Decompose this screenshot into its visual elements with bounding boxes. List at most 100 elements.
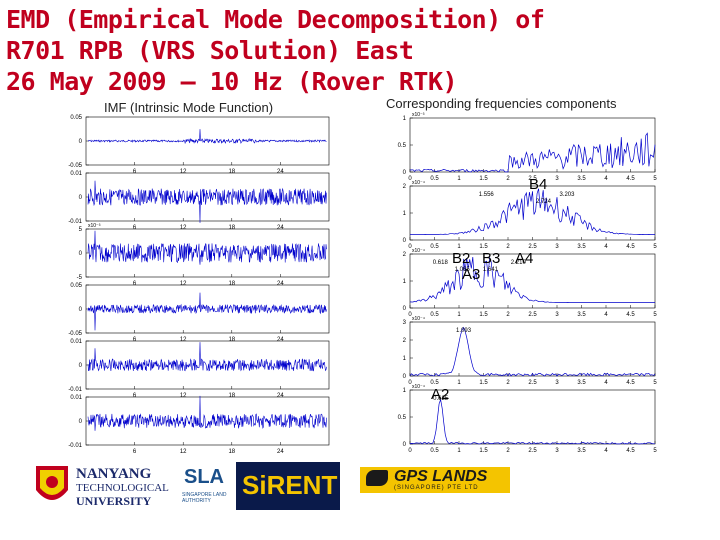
freq-peak-label: 2.724 <box>536 199 552 205</box>
imf-x-tick-label: 18 <box>228 449 235 455</box>
imf-y-tick-label: -0.01 <box>68 387 82 393</box>
imf-x-tick-label: 18 <box>228 281 235 287</box>
band-label-b3: B3 <box>482 250 501 267</box>
freq-x-tick-label: 0 <box>408 176 412 182</box>
imf-x-tick-label: 24 <box>277 281 284 287</box>
imf-y-tick-label: -0.05 <box>68 331 82 337</box>
imf-y-tick-label: 0 <box>79 139 83 145</box>
imf-signal-line <box>87 230 327 265</box>
freq-x-tick-label: 0.5 <box>430 380 439 386</box>
title-line-1: EMD (Empirical Mode Decomposition) of <box>6 5 545 34</box>
imf-x-tick-label: 6 <box>133 281 137 287</box>
freq-y-tick-label: 0 <box>403 238 407 244</box>
gps-lands-logo: GPS LANDS (SINGAPORE) PTE LTD <box>360 467 510 493</box>
ntu-line-3: UNIVERSITY <box>76 494 152 508</box>
imf-y-tick-label: 0 <box>79 419 83 425</box>
imf-x-tick-label: 6 <box>133 169 137 175</box>
band-label-a3: A3 <box>462 266 481 283</box>
freq-y-tick-label: 0.5 <box>398 143 407 149</box>
imf-y-tick-label: 0.01 <box>70 339 82 345</box>
freq-panel-frame <box>409 321 656 377</box>
title-line-2: R701 RPB (VRS Solution) East <box>6 36 414 65</box>
freq-x-tick-label: 5 <box>653 176 657 182</box>
freq-scale-label: x10⁻⁴ <box>412 316 425 322</box>
imf-x-tick-label: 24 <box>277 225 284 231</box>
freq-y-tick-label: 2 <box>403 252 407 258</box>
freq-x-tick-label: 4.5 <box>626 448 635 454</box>
imf-x-tick-label: 24 <box>277 449 284 455</box>
band-label-a2: A2 <box>431 386 450 403</box>
freq-y-tick-label: 0 <box>403 374 407 380</box>
freq-spectrum-line <box>409 326 656 377</box>
imf-signal-line <box>87 342 327 372</box>
freq-x-tick-label: 1.5 <box>479 380 488 386</box>
imf-signal-line <box>87 129 327 145</box>
imf-x-tick-label: 24 <box>277 169 284 175</box>
freq-x-tick-label: 5 <box>653 448 657 454</box>
freq-x-tick-label: 3 <box>555 380 559 386</box>
freq-x-tick-label: 1.5 <box>479 244 488 250</box>
freq-x-tick-label: 3.5 <box>577 380 586 386</box>
band-label-a4: A4 <box>515 250 534 267</box>
freq-x-tick-label: 0.5 <box>430 244 439 250</box>
freq-y-tick-label: 0.5 <box>398 415 407 421</box>
freq-y-tick-label: 1 <box>403 116 407 122</box>
imf-signal-line <box>87 292 327 331</box>
imf-y-tick-label: 0 <box>79 251 83 257</box>
freq-x-tick-label: 3.5 <box>577 448 586 454</box>
freq-peak-label: 1.093 <box>456 328 472 334</box>
freq-x-tick-label: 0 <box>408 244 412 250</box>
imf-x-tick-label: 24 <box>277 393 284 399</box>
freq-peak-label: 2.210 <box>511 260 527 266</box>
freq-y-tick-label: 1 <box>403 356 407 362</box>
imf-x-tick-label: 12 <box>180 281 187 287</box>
freq-x-tick-label: 3 <box>555 312 559 318</box>
freq-y-tick-label: 0 <box>403 306 407 312</box>
freq-x-tick-label: 4.5 <box>626 312 635 318</box>
freq-x-tick-label: 2.5 <box>528 380 537 386</box>
freq-x-tick-label: 0 <box>408 448 412 454</box>
imf-y-tick-label: 5 <box>79 227 83 233</box>
freq-x-tick-label: 3 <box>555 244 559 250</box>
freq-spectrum-line <box>409 398 656 445</box>
slide-title: EMD (Empirical Mode Decomposition) of R7… <box>6 4 545 97</box>
title-line-3: 26 May 2009 – 10 Hz (Rover RTK) <box>6 67 458 96</box>
imf-y-tick-label: 0 <box>79 363 83 369</box>
freq-x-tick-label: 3.5 <box>577 244 586 250</box>
freq-x-tick-label: 4 <box>604 312 608 318</box>
freq-x-tick-label: 4.5 <box>626 176 635 182</box>
freq-x-tick-label: 0 <box>408 312 412 318</box>
imf-x-tick-label: 12 <box>180 169 187 175</box>
freq-x-tick-label: 1 <box>457 176 461 182</box>
freq-x-tick-label: 2 <box>506 176 510 182</box>
ntu-line-2: TECHNOLOGICAL <box>76 482 169 494</box>
freq-x-tick-label: 3.5 <box>577 312 586 318</box>
imf-x-tick-label: 6 <box>133 337 137 343</box>
imf-y-tick-label: 0 <box>79 195 83 201</box>
freq-peak-label: 1.065 <box>455 267 471 273</box>
imf-y-tick-label: -0.05 <box>68 163 82 169</box>
imf-signal-line <box>87 180 327 223</box>
ntu-crest-icon <box>36 466 68 500</box>
freq-x-tick-label: 0.5 <box>430 448 439 454</box>
freq-x-tick-label: 1 <box>457 244 461 250</box>
freq-scale-label: x10⁻⁴ <box>412 384 425 390</box>
gps-swoosh-icon <box>366 470 388 486</box>
imf-scale-label: x10⁻³ <box>88 223 101 229</box>
freq-x-tick-label: 1.5 <box>479 448 488 454</box>
freq-x-tick-label: 2.5 <box>528 176 537 182</box>
freq-x-tick-label: 0.5 <box>430 312 439 318</box>
imf-y-tick-label: 0.01 <box>70 395 82 401</box>
imf-y-tick-label: -0.01 <box>68 443 82 449</box>
freq-x-tick-label: 2 <box>506 380 510 386</box>
freq-spectrum-line <box>409 256 655 303</box>
band-label-b4: B4 <box>529 176 548 193</box>
freq-y-tick-label: 0 <box>403 442 407 448</box>
freq-x-tick-label: 1.5 <box>479 312 488 318</box>
freq-x-tick-label: 1 <box>457 312 461 318</box>
freq-x-tick-label: 1 <box>457 448 461 454</box>
freq-x-tick-label: 1.5 <box>479 176 488 182</box>
freq-x-tick-label: 5 <box>653 244 657 250</box>
freq-x-tick-label: 2 <box>506 244 510 250</box>
freq-x-tick-label: 4 <box>604 448 608 454</box>
